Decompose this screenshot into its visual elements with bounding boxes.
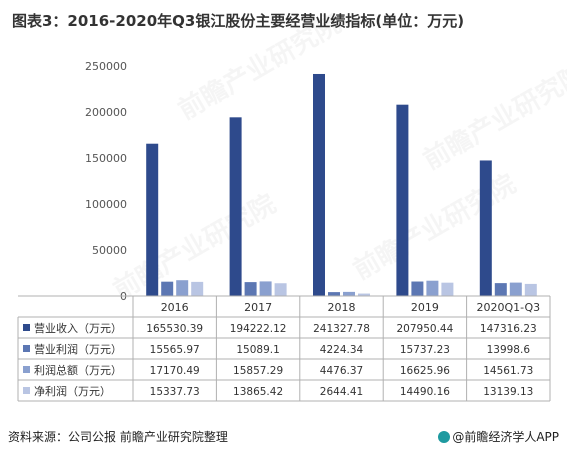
bar bbox=[494, 283, 507, 296]
x-tick-label: 2017 bbox=[244, 301, 272, 314]
x-tick-label: 2019 bbox=[411, 301, 439, 314]
bar bbox=[244, 282, 257, 296]
bar bbox=[479, 160, 492, 296]
bar bbox=[313, 73, 325, 296]
data-label: 13139.13 bbox=[483, 386, 533, 398]
bar bbox=[229, 117, 242, 297]
bar bbox=[191, 281, 204, 296]
brand-logo-icon bbox=[438, 431, 451, 443]
bar bbox=[328, 292, 340, 296]
data-label: 15737.23 bbox=[400, 344, 450, 356]
data-label: 13998.6 bbox=[487, 344, 531, 356]
data-label: 14561.73 bbox=[483, 365, 533, 377]
y-tick-label: 250000 bbox=[85, 60, 127, 73]
data-label: 17170.49 bbox=[150, 365, 200, 377]
bar bbox=[274, 283, 287, 296]
legend-swatch bbox=[23, 366, 30, 373]
bar bbox=[358, 293, 370, 296]
bar bbox=[176, 280, 189, 296]
bar bbox=[259, 281, 272, 296]
bar bbox=[509, 282, 522, 296]
data-label: 207950.44 bbox=[397, 323, 454, 335]
legend-swatch bbox=[23, 345, 30, 352]
chart-title: 图表3：2016-2020年Q3银江股份主要经营业绩指标(单位：万元) bbox=[12, 12, 465, 30]
data-label: 2644.41 bbox=[320, 386, 363, 398]
brand-text: @前瞻经济学人APP bbox=[452, 430, 559, 444]
data-label: 15857.29 bbox=[233, 365, 283, 377]
data-label: 15337.73 bbox=[150, 386, 200, 398]
y-tick-label: 200000 bbox=[85, 106, 127, 119]
data-label: 15089.1 bbox=[236, 344, 279, 356]
source-note: 资料来源：公司公报 前瞻产业研究院整理 bbox=[8, 430, 228, 444]
bar bbox=[426, 280, 439, 296]
data-label: 194222.12 bbox=[230, 323, 287, 335]
y-tick-label: 150000 bbox=[85, 152, 127, 165]
x-tick-label: 2018 bbox=[328, 301, 356, 314]
watermark-text: 前瞻产业研究院 bbox=[418, 58, 567, 176]
data-label: 4476.37 bbox=[320, 365, 363, 377]
bar bbox=[396, 104, 409, 296]
x-tick-label: 2020Q1-Q3 bbox=[476, 301, 540, 314]
watermark-text: 前瞻产业研究院 bbox=[348, 168, 521, 286]
data-label: 241327.78 bbox=[313, 323, 370, 335]
legend-label: 营业利润（万元） bbox=[34, 342, 122, 356]
data-label: 147316.23 bbox=[480, 323, 537, 335]
legend-label: 利润总额（万元） bbox=[34, 363, 122, 377]
bar bbox=[441, 282, 454, 296]
bar bbox=[161, 281, 174, 296]
bar bbox=[146, 143, 159, 296]
legend-label: 净利润（万元） bbox=[34, 384, 111, 398]
data-label: 4224.34 bbox=[320, 344, 364, 356]
data-label: 16625.96 bbox=[400, 365, 450, 377]
data-label: 165530.39 bbox=[146, 323, 203, 335]
y-tick-label: 50000 bbox=[92, 244, 127, 257]
legend-label: 营业收入（万元） bbox=[34, 321, 122, 335]
data-label: 13865.42 bbox=[233, 386, 283, 398]
bar bbox=[524, 283, 537, 296]
x-tick-label: 2016 bbox=[161, 301, 189, 314]
bar bbox=[343, 291, 355, 296]
legend-swatch bbox=[23, 387, 30, 394]
legend-swatch bbox=[23, 324, 30, 331]
brand-note: @前瞻经济学人APP bbox=[438, 428, 559, 445]
bar bbox=[411, 281, 424, 296]
data-label: 14490.16 bbox=[400, 386, 450, 398]
y-tick-label: 100000 bbox=[85, 198, 127, 211]
data-label: 15565.97 bbox=[150, 344, 200, 356]
